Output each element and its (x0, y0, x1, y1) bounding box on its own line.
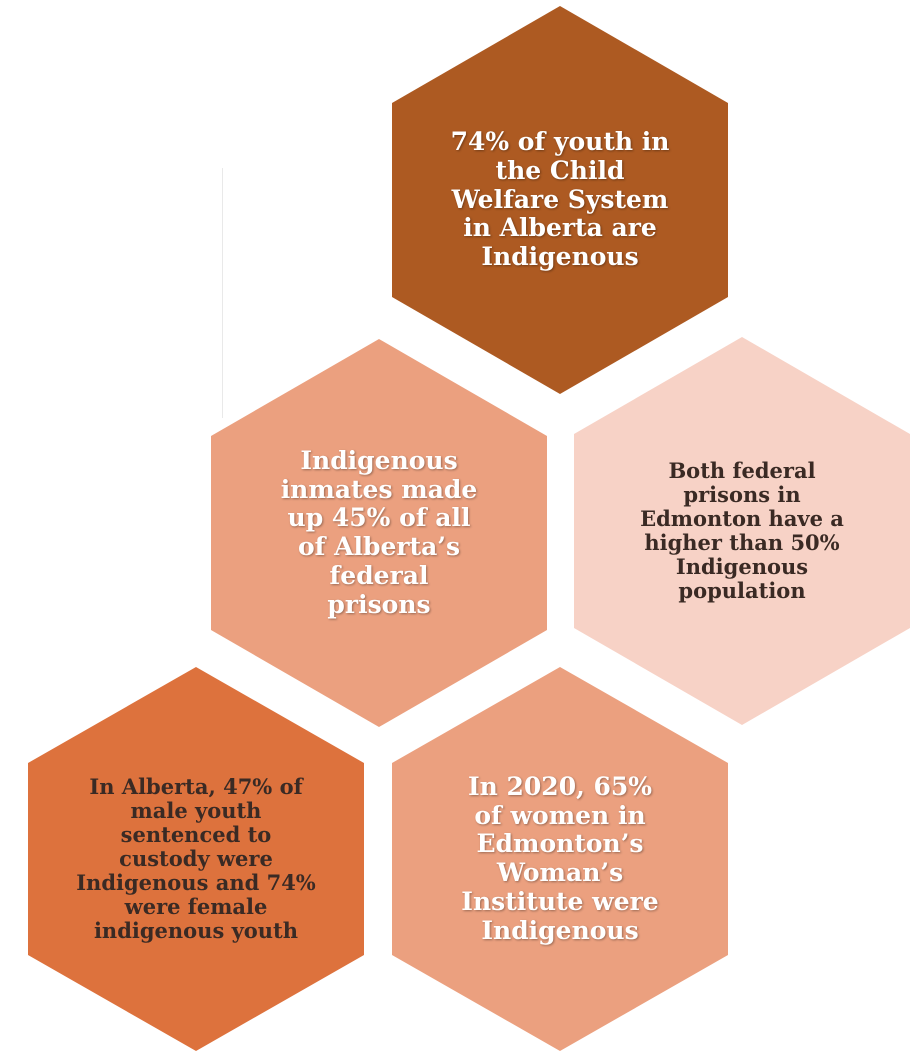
hexagon-edmonton-prisons-text: Both federal prisons in Edmonton have a … (640, 457, 844, 604)
hexagon-youth-custody: In Alberta, 47% of male youth sentenced … (28, 667, 364, 1051)
hexagon-child-welfare: 74% of youth in the Child Welfare System… (392, 6, 728, 394)
hexagon-womens-institute-text: In 2020, 65% of women in Edmonton’s Woma… (461, 771, 659, 945)
hexagon-womens-institute: In 2020, 65% of women in Edmonton’s Woma… (392, 667, 728, 1051)
divider-line (222, 168, 223, 418)
hexagon-edmonton-prisons: Both federal prisons in Edmonton have a … (574, 337, 910, 725)
hexagon-child-welfare-text: 74% of youth in the Child Welfare System… (450, 127, 670, 272)
hexagon-youth-custody-text: In Alberta, 47% of male youth sentenced … (76, 773, 316, 944)
hexagon-federal-prisons-alberta-text: Indigenous inmates made up 45% of all of… (280, 445, 478, 619)
hexagon-federal-prisons-alberta: Indigenous inmates made up 45% of all of… (211, 339, 547, 727)
